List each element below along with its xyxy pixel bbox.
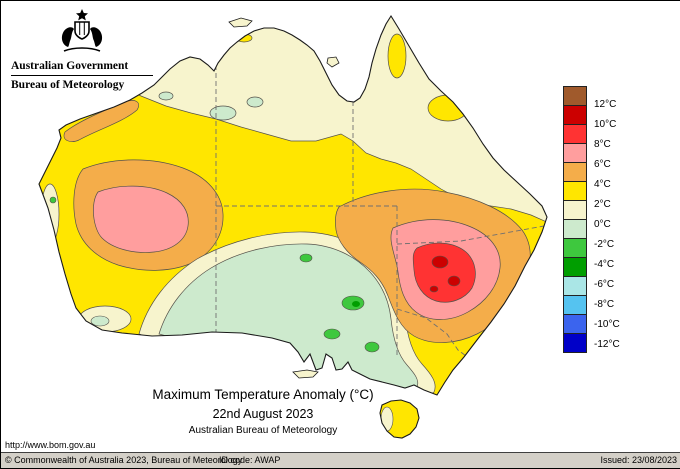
legend-labels: 12°C 10°C 8°C 6°C 4°C 2°C 0°C -2°C -4°C -6°C -8°C -… xyxy=(594,86,642,366)
legend-label: 10°C xyxy=(594,119,617,130)
region-palegreen-sw xyxy=(90,315,110,327)
island-melville xyxy=(228,17,253,28)
legend-color-swatch xyxy=(563,200,587,220)
legend-label: 2°C xyxy=(594,199,611,210)
mainland-outline xyxy=(38,14,548,396)
legend-color-swatch xyxy=(563,295,587,315)
coat-of-arms-icon xyxy=(61,9,103,52)
legend-label: 6°C xyxy=(594,159,611,170)
island-kangaroo xyxy=(292,369,319,379)
legend-label: -10°C xyxy=(594,319,620,330)
footer-bar: © Commonwealth of Australia 2023, Bureau… xyxy=(1,452,680,468)
legend-color-swatch xyxy=(563,143,587,163)
state-borders xyxy=(215,65,545,363)
legend: 12°C 10°C 8°C 6°C 4°C 2°C 0°C -2°C -4°C -6°C -8°C -… xyxy=(563,86,620,353)
region-yellow-patch-qld xyxy=(427,94,469,122)
legend-label: -4°C xyxy=(594,259,615,270)
dot-green-south-2 xyxy=(323,328,341,340)
region-palegreen-north-2 xyxy=(246,96,264,108)
government-title: Australian Government xyxy=(11,60,129,72)
footer-issued: Issued: 23/08/2023 xyxy=(600,455,677,465)
dot-darkred-2 xyxy=(447,275,461,287)
dot-green-south-4 xyxy=(299,253,313,263)
legend-color-swatch xyxy=(563,238,587,258)
map-date: 22nd August 2023 xyxy=(212,407,314,421)
island-groote xyxy=(326,56,340,68)
dot-green-south-3 xyxy=(364,341,380,353)
legend-label: -8°C xyxy=(594,299,615,310)
dot-darkred-1 xyxy=(431,255,449,269)
dot-green-westcoast-1 xyxy=(43,223,51,231)
legend-label: 8°C xyxy=(594,139,611,150)
footer-copyright: © Commonwealth of Australia 2023, Bureau… xyxy=(5,455,243,465)
legend-color-swatch xyxy=(563,219,587,239)
legend-color-swatch xyxy=(563,181,587,201)
legend-color-swatch xyxy=(563,86,587,106)
bureau-title: Bureau of Meteorology xyxy=(11,79,125,91)
dot-darkred-3 xyxy=(429,285,439,293)
legend-color-swatch xyxy=(563,257,587,277)
map-org: Australian Bureau of Meteorology xyxy=(188,425,338,436)
legend-color-swatch xyxy=(563,333,587,353)
legend-swatches xyxy=(563,86,587,353)
dot-green-westcoast-2 xyxy=(49,196,57,204)
dot-darkgreen-sw xyxy=(91,327,97,333)
border-nsw-vic xyxy=(396,308,475,363)
legend-color-swatch xyxy=(563,124,587,144)
bureau-logo: Australian Government Bureau of Meteorol… xyxy=(11,7,153,91)
legend-color-swatch xyxy=(563,105,587,125)
region-yellow-patch-capeyork xyxy=(387,33,407,79)
map-title: Maximum Temperature Anomaly (°C) xyxy=(152,387,374,402)
region-red-east xyxy=(412,242,476,303)
dot-darkgreen-south xyxy=(352,301,360,307)
legend-label: 0°C xyxy=(594,219,611,230)
legend-color-swatch xyxy=(563,276,587,296)
region-palegreen-south xyxy=(158,243,419,395)
border-qld-nsw xyxy=(396,225,545,245)
region-palegreen-north-3 xyxy=(158,91,174,101)
region-pink-west xyxy=(93,185,189,253)
legend-label: 4°C xyxy=(594,179,611,190)
bom-url: http://www.bom.gov.au xyxy=(5,440,96,450)
legend-color-swatch xyxy=(563,162,587,182)
legend-color-swatch xyxy=(563,314,587,334)
tasmania-outline xyxy=(379,399,420,439)
footer-id-code: ID code: AWAP xyxy=(219,455,281,465)
legend-label: -6°C xyxy=(594,279,615,290)
region-palegreen-north-1 xyxy=(209,105,237,121)
legend-label: -12°C xyxy=(594,339,620,350)
logo-divider xyxy=(11,75,153,76)
legend-label: 12°C xyxy=(594,99,617,110)
legend-label: -2°C xyxy=(594,239,615,250)
